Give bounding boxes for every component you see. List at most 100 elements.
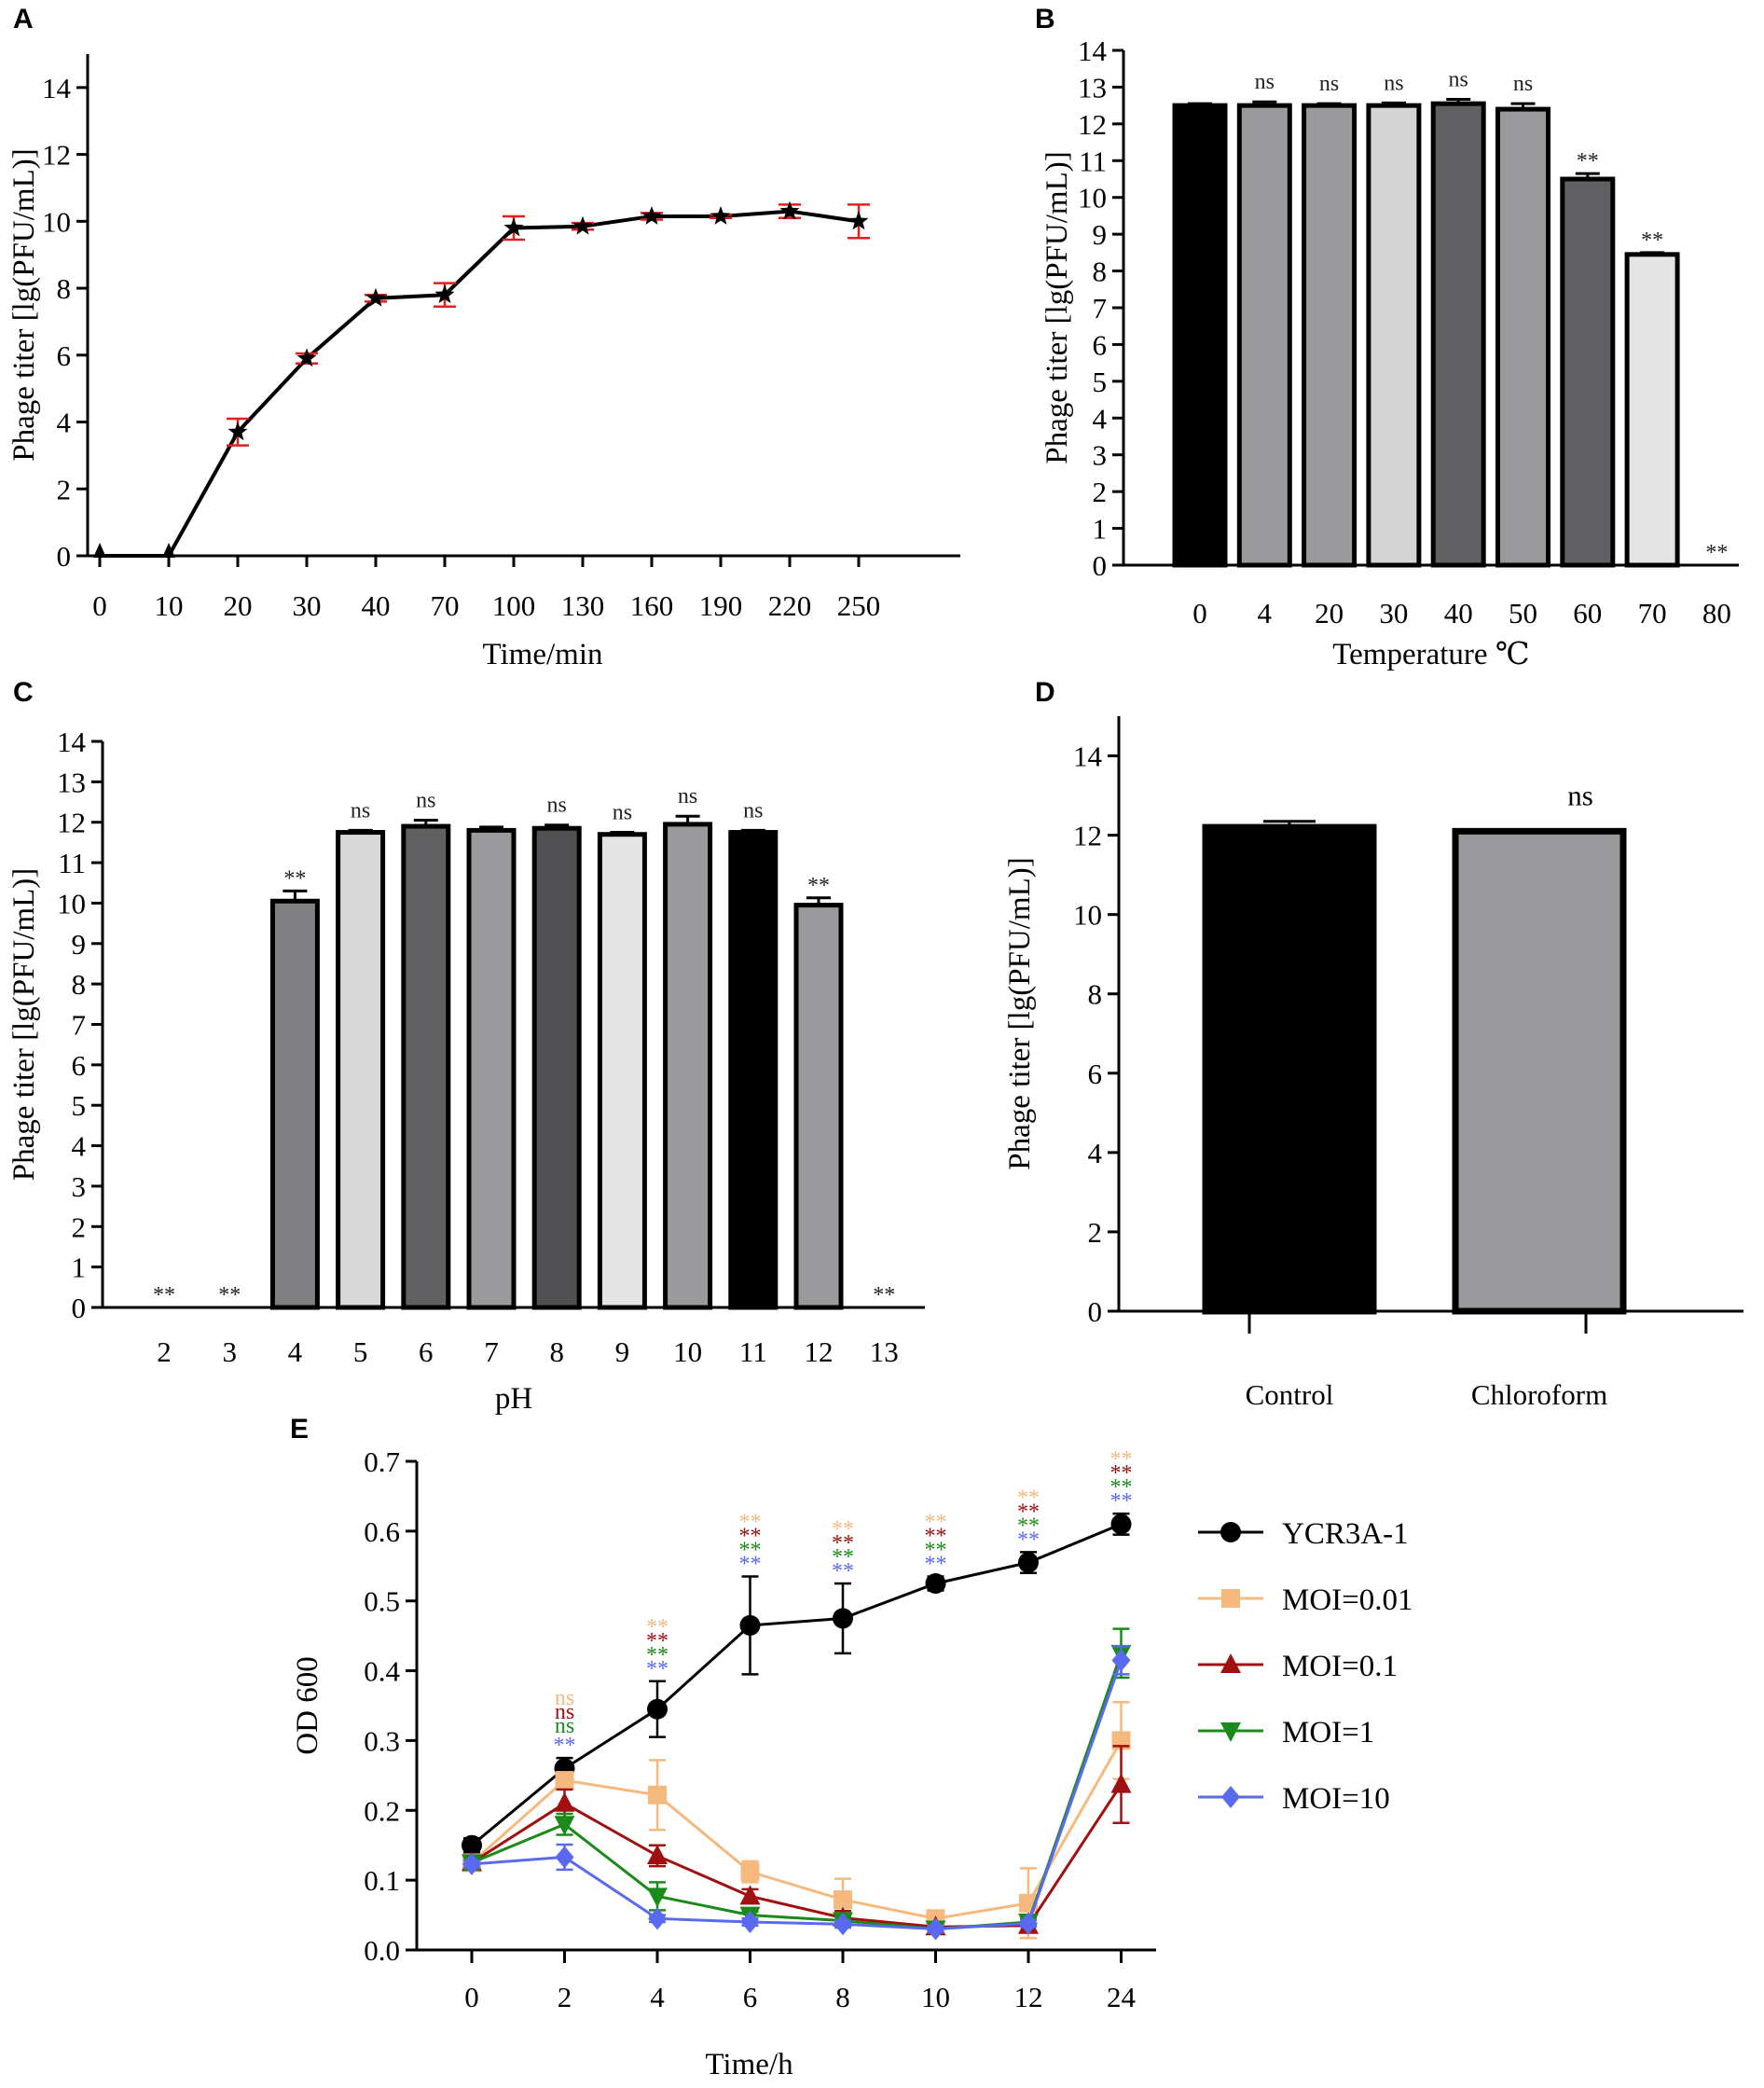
x-tick-label: 12 xyxy=(1014,1981,1043,2013)
data-point-star xyxy=(710,206,731,225)
marker-diamond xyxy=(1019,1912,1038,1935)
panel-letter: D xyxy=(1035,677,1055,708)
y-tick-label: 2 xyxy=(1093,476,1108,508)
y-tick-label: 0.2 xyxy=(364,1794,400,1827)
x-tick-label: 190 xyxy=(699,589,743,622)
bar xyxy=(597,832,647,1310)
x-tick-label: 30 xyxy=(293,589,322,622)
y-tick-label: 4 xyxy=(57,407,72,439)
y-tick-label: 14 xyxy=(1078,35,1108,67)
significance-label: ** xyxy=(1017,1486,1040,1510)
legend-label: YCR3A-1 xyxy=(1282,1517,1409,1551)
y-tick-label: 11 xyxy=(1079,145,1107,177)
significance-label: ** xyxy=(153,1283,175,1307)
x-tick-label: 12 xyxy=(805,1335,834,1368)
y-tick-label: 3 xyxy=(1093,439,1108,472)
y-tick-label: 8 xyxy=(1088,978,1103,1011)
significance-label: ** xyxy=(832,1545,854,1569)
significance-label: ** xyxy=(646,1643,668,1667)
y-tick-label: 12 xyxy=(1078,108,1107,141)
significance-label: ** xyxy=(646,1615,668,1639)
bar xyxy=(269,898,320,1310)
data-point-star xyxy=(434,284,455,304)
significance-label: ** xyxy=(1017,1500,1040,1524)
significance-label: ** xyxy=(283,866,306,891)
x-tick-label: 6 xyxy=(743,1981,758,2013)
panel-letter: A xyxy=(13,4,34,35)
marker-square xyxy=(834,1890,852,1910)
series-line xyxy=(471,1659,1123,1931)
x-tick-label: 70 xyxy=(431,589,460,622)
y-tick-label: 12 xyxy=(57,807,86,839)
marker-triangle-up xyxy=(554,1791,575,1812)
panel-a: A 0 2 4 6 8 10 12 14 Phage titer [lg(PFU/mL)] 0 10 2… xyxy=(7,4,960,671)
significance-label: ** xyxy=(1110,1475,1133,1500)
y-axis-label: Phage titer [lg(PFU/mL)] xyxy=(1003,857,1037,1169)
x-tick-label: 10 xyxy=(921,1981,950,2013)
legend-item: MOI=0.1 xyxy=(1198,1650,1398,1683)
y-tick-label: 4 xyxy=(72,1130,87,1163)
x-tick-label: 20 xyxy=(1315,597,1344,629)
bar xyxy=(1624,252,1680,568)
y-tick-label: 13 xyxy=(1078,71,1107,104)
bar xyxy=(1236,103,1292,568)
significance-label: ns xyxy=(547,794,567,818)
significance-label: ** xyxy=(925,1539,947,1563)
significance-label: ** xyxy=(1641,228,1663,253)
panel-letter: E xyxy=(290,1414,309,1445)
legend-label: MOI=10 xyxy=(1282,1782,1390,1816)
x-tick-label: 8 xyxy=(549,1335,564,1368)
y-tick-label: 12 xyxy=(1073,820,1102,852)
x-tick-label: 160 xyxy=(630,589,674,622)
marker-square xyxy=(648,1785,667,1805)
significance-label: ns xyxy=(1567,779,1593,811)
marker-circle xyxy=(1018,1552,1039,1573)
x-tick-label: Control xyxy=(1246,1378,1334,1411)
x-tick-label: 11 xyxy=(739,1335,767,1368)
y-tick-label: 10 xyxy=(1073,899,1102,932)
significance-label: ** xyxy=(218,1283,241,1307)
y-tick-label: 8 xyxy=(1093,256,1108,288)
y-tick-label: 12 xyxy=(42,139,71,172)
data-point-star xyxy=(365,287,386,307)
significance-label: ** xyxy=(1705,541,1728,565)
significance-label: ** xyxy=(832,1531,854,1556)
x-tick-label: 10 xyxy=(673,1335,702,1368)
significance-label: ns xyxy=(1513,72,1533,96)
significance-label: ** xyxy=(925,1525,947,1549)
data-point-arrow xyxy=(162,543,175,558)
bar xyxy=(1366,103,1422,568)
y-tick-label: 13 xyxy=(57,766,86,798)
y-tick-label: 0 xyxy=(1093,549,1108,582)
marker-triangle-up xyxy=(1110,1773,1132,1793)
x-tick-label: 250 xyxy=(837,589,881,622)
x-tick-label: 40 xyxy=(362,589,391,622)
y-tick-label: 6 xyxy=(1093,328,1108,361)
x-tick-label: 70 xyxy=(1638,597,1667,629)
y-tick-label: 2 xyxy=(1088,1216,1103,1249)
y-tick-label: 5 xyxy=(72,1089,87,1122)
x-tick-label: 130 xyxy=(561,589,605,622)
significance-label: ** xyxy=(739,1553,762,1577)
marker-triangle-up xyxy=(1220,1653,1241,1673)
y-tick-label: 8 xyxy=(57,272,72,305)
x-tick-label: 100 xyxy=(492,589,536,622)
x-tick-label: 2 xyxy=(558,1981,572,2013)
legend-label: MOI=1 xyxy=(1282,1716,1374,1749)
marker-triangle-up xyxy=(739,1885,761,1905)
series-moi-10 xyxy=(462,1645,1131,1941)
y-tick-label: 10 xyxy=(1078,182,1107,214)
series-line xyxy=(471,1522,1123,1846)
x-axis-label: pH xyxy=(495,1382,532,1416)
y-tick-label: 0.6 xyxy=(364,1515,400,1548)
data-point-star xyxy=(779,201,800,220)
legend-label: MOI=0.01 xyxy=(1282,1583,1413,1617)
significance-label: ns xyxy=(555,1686,574,1710)
x-tick-label: 4 xyxy=(650,1981,665,2013)
y-tick-label: 0.3 xyxy=(364,1724,400,1757)
significance-label: ns xyxy=(1449,67,1468,91)
y-tick-label: 0 xyxy=(57,540,72,573)
marker-diamond xyxy=(555,1846,574,1869)
significance-label: ** xyxy=(739,1525,762,1549)
